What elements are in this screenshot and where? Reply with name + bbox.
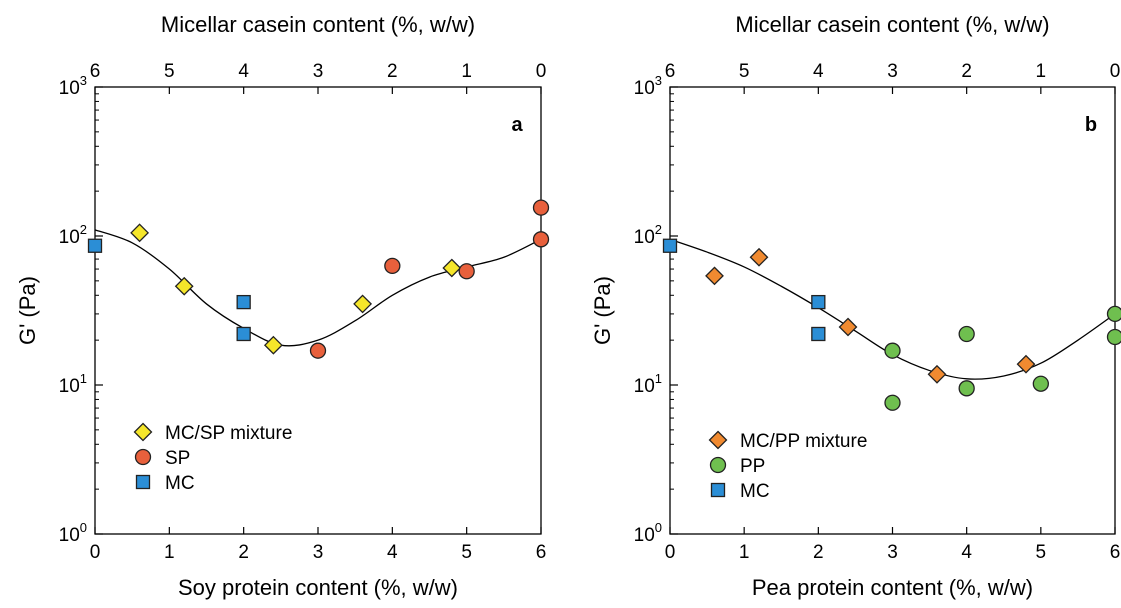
x-tick-label: 2	[238, 542, 249, 563]
x2-tick-label: 6	[90, 61, 101, 82]
x2-tick-label: 0	[536, 61, 547, 82]
data-point-diamond	[442, 258, 462, 278]
x-tick-label: 0	[90, 542, 101, 563]
data-point-square	[811, 294, 826, 310]
series-pp	[884, 305, 1121, 411]
x2-tick-label: 0	[1110, 61, 1121, 82]
legend-marker-square	[710, 482, 726, 498]
x-tick-label: 1	[164, 542, 175, 563]
data-point-diamond	[838, 317, 858, 337]
panel-letter: b	[1085, 114, 1097, 136]
data-point-square	[236, 326, 251, 342]
data-point-diamond	[1016, 354, 1036, 374]
x2-tick-label: 1	[1036, 61, 1047, 82]
data-point-diamond	[174, 276, 194, 296]
series-mc	[662, 238, 826, 342]
x-tick-label: 5	[461, 542, 472, 563]
data-point-diamond	[749, 247, 769, 267]
x-tick-label: 4	[387, 542, 398, 563]
x2-axis-title: Micellar casein content (%, w/w)	[735, 12, 1049, 37]
legend-label: PP	[740, 456, 765, 477]
legend-label: MC	[740, 481, 770, 502]
x-tick-label: 3	[887, 542, 898, 563]
y-axis-title: G' (Pa)	[590, 276, 615, 345]
x2-tick-label: 3	[887, 61, 898, 82]
x-tick-label: 1	[739, 542, 750, 563]
x-tick-label: 6	[1110, 542, 1121, 563]
x-axis-title: Soy protein content (%, w/w)	[178, 575, 458, 600]
y-tick-label: 103	[59, 73, 87, 99]
data-point-circle	[532, 231, 550, 248]
panel-letter: a	[511, 114, 523, 136]
x-tick-label: 5	[1036, 542, 1047, 563]
legend-marker-circle	[134, 448, 152, 466]
x2-tick-label: 1	[461, 61, 472, 82]
data-point-square	[811, 326, 826, 342]
data-point-circle	[958, 380, 975, 397]
data-point-circle	[309, 342, 327, 359]
x-tick-label: 3	[313, 542, 324, 563]
x2-tick-label: 3	[313, 61, 324, 82]
x2-tick-label: 2	[387, 61, 398, 82]
data-point-circle	[1032, 375, 1049, 392]
legend-label: SP	[165, 448, 190, 469]
fit-curve	[94, 229, 542, 347]
data-point-diamond	[353, 294, 373, 314]
data-point-square	[662, 238, 678, 253]
data-point-circle	[384, 257, 401, 275]
legend-marker-diamond	[133, 422, 153, 442]
legend: MC/PP mixture PP MC	[708, 430, 867, 502]
data-point-circle	[458, 263, 475, 280]
x-tick-label: 2	[813, 542, 824, 563]
series-mc-sp-mixture	[130, 223, 462, 355]
legend-marker-square	[135, 474, 151, 490]
data-point-diamond	[927, 364, 947, 384]
data-point-circle	[1106, 305, 1121, 323]
x2-tick-label: 4	[813, 61, 824, 82]
legend-label: MC	[165, 473, 195, 494]
y-tick-label: 100	[59, 520, 87, 546]
legend-label: MC/PP mixture	[740, 431, 867, 452]
x2-tick-label: 4	[238, 61, 249, 82]
data-point-diamond	[263, 335, 283, 355]
data-point-circle	[532, 199, 550, 216]
y-tick-label: 100	[634, 520, 662, 546]
x2-tick-label: 6	[665, 61, 676, 82]
data-point-diamond	[705, 266, 724, 286]
series-mc	[87, 238, 251, 342]
x-tick-label: 6	[536, 542, 547, 563]
x2-tick-label: 5	[739, 61, 750, 82]
x-tick-label: 0	[665, 542, 676, 563]
x2-tick-label: 2	[961, 61, 972, 82]
plot-frame	[94, 86, 542, 535]
y-tick-label: 101	[634, 371, 662, 397]
legend-marker-diamond	[708, 430, 728, 450]
y-tick-label: 102	[59, 222, 87, 248]
series-mc-pp-mixture	[705, 247, 1036, 384]
data-point-circle	[958, 325, 975, 343]
data-point-circle	[884, 394, 901, 411]
y-tick-label: 103	[634, 73, 662, 99]
plot-frame	[669, 86, 1116, 535]
y-tick-label: 102	[634, 222, 662, 248]
data-point-square	[87, 238, 103, 253]
y-axis-title: G' (Pa)	[15, 276, 40, 345]
data-point-diamond	[130, 223, 150, 243]
legend-label: MC/SP mixture	[165, 423, 292, 444]
legend-marker-circle	[709, 456, 727, 474]
x-axis-title: Pea protein content (%, w/w)	[752, 575, 1033, 600]
series-sp	[309, 199, 550, 359]
x2-tick-label: 5	[164, 61, 175, 82]
data-point-circle	[1106, 328, 1121, 346]
data-point-circle	[884, 342, 901, 359]
y-tick-label: 101	[59, 371, 87, 397]
x-tick-label: 4	[961, 542, 972, 563]
x2-axis-title: Micellar casein content (%, w/w)	[161, 12, 475, 37]
data-point-square	[236, 294, 251, 310]
legend: MC/SP mixture SP MC	[133, 422, 292, 494]
